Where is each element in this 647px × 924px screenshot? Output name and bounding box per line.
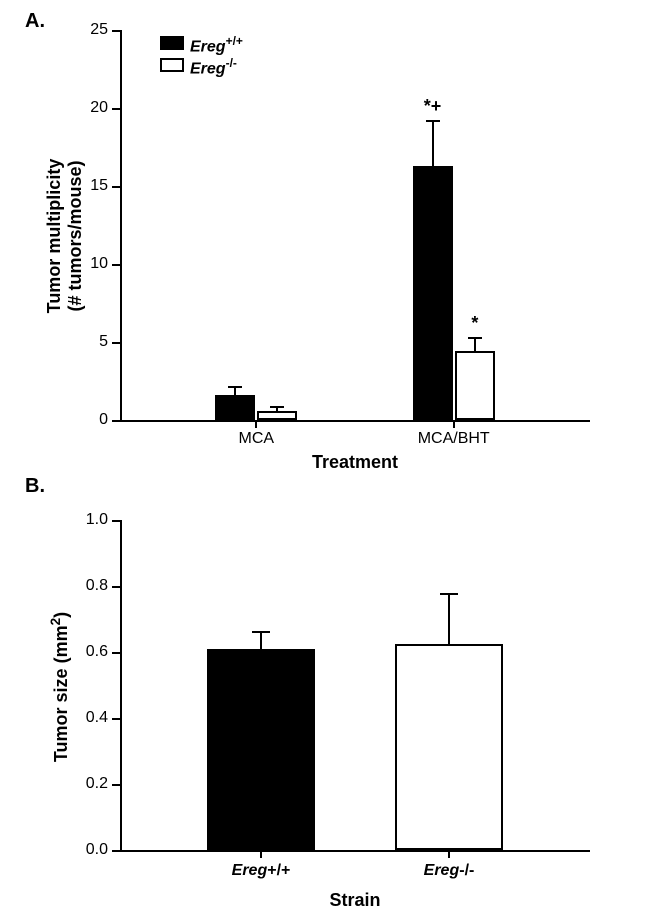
legend-swatch — [160, 58, 184, 72]
panel-b-bar — [207, 649, 315, 850]
panel-a-xtick-label: MCA/BHT — [404, 430, 504, 448]
legend-label: Ereg-/- — [190, 56, 237, 78]
panel-a-ytick-label: 25 — [70, 21, 108, 39]
panel-a-x-axis — [120, 420, 590, 422]
panel-a-errorbar — [432, 120, 434, 165]
panel-b-errorcap — [440, 593, 458, 595]
panel-b-errorcap — [252, 631, 270, 633]
panel-b-xtick-label: Ereg+/+ — [201, 862, 321, 880]
legend-swatch — [160, 36, 184, 50]
panel-a-ytick — [112, 108, 120, 110]
panel-a-bar — [215, 395, 255, 420]
panel-a-sig-mark: * — [445, 313, 505, 334]
panel-b-errorbar — [448, 593, 450, 644]
panel-b-x-axis — [120, 850, 590, 852]
panel-b-ytick — [112, 586, 120, 588]
legend-label: Ereg+/+ — [190, 34, 243, 56]
panel-b-ytick — [112, 850, 120, 852]
panel-a-errorcap — [228, 386, 242, 388]
panel-a-y-title: Tumor multiplicity(# tumors/mouse) — [44, 56, 86, 416]
panel-a-label: A. — [25, 10, 45, 33]
panel-a-ytick — [112, 342, 120, 344]
panel-b-xtick — [448, 850, 450, 858]
panel-a-bar — [455, 351, 495, 420]
panel-a-ytick — [112, 30, 120, 32]
panel-b-ytick — [112, 520, 120, 522]
panel-a-xtick — [453, 420, 455, 428]
panel-b-y-title: Tumor size (mm2) — [48, 527, 72, 847]
panel-a-xtick-label: MCA — [206, 430, 306, 448]
panel-a-bar — [413, 166, 453, 420]
panel-b-y-axis — [120, 520, 122, 850]
panel-b-label: B. — [25, 475, 45, 498]
panel-b-ytick — [112, 718, 120, 720]
panel-b-ytick — [112, 784, 120, 786]
panel-a-ytick — [112, 264, 120, 266]
panel-a-sig-mark: *+ — [403, 96, 463, 117]
panel-b-errorbar — [260, 631, 262, 649]
panel-a-x-title: Treatment — [120, 452, 590, 473]
panel-b-x-title: Strain — [120, 890, 590, 911]
panel-a-ytick — [112, 420, 120, 422]
panel-a-errorcap — [426, 120, 440, 122]
panel-b-ytick — [112, 652, 120, 654]
panel-a-errorcap — [270, 406, 284, 408]
panel-a-bar — [257, 411, 297, 420]
panel-a-y-axis — [120, 30, 122, 420]
panel-b-xtick — [260, 850, 262, 858]
panel-a-errorcap — [468, 337, 482, 339]
panel-a-xtick — [255, 420, 257, 428]
figure-root: A.0510152025Tumor multiplicity(# tumors/… — [0, 0, 647, 924]
panel-a-ytick — [112, 186, 120, 188]
panel-b-bar — [395, 644, 503, 850]
panel-b-xtick-label: Ereg-/- — [389, 862, 509, 880]
panel-a-errorbar — [474, 337, 476, 351]
